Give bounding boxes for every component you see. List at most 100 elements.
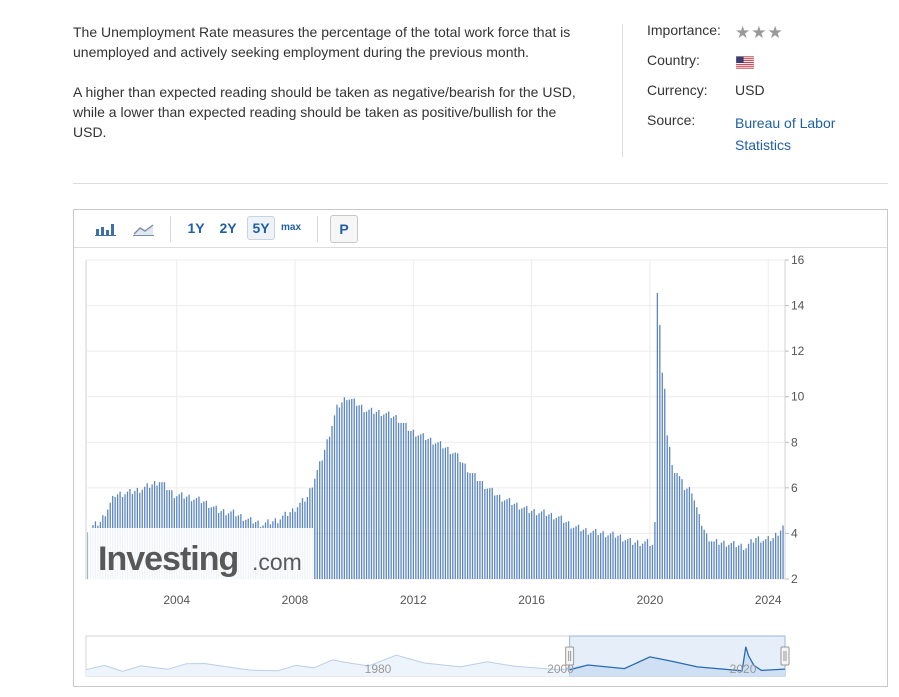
navigator-tick-label: 2020 [730,662,757,676]
navigator-handle[interactable] [780,646,790,666]
chart-bar [720,542,723,579]
chart-bar [439,441,442,579]
chart-bar [412,429,415,579]
chart-bar [395,414,397,579]
chart-bar [491,487,493,579]
watermark-brand: Investing [98,540,238,578]
chart-bar [346,400,348,579]
chart-bar [659,324,661,579]
source-label: Source: [647,112,696,128]
area-chart-button[interactable] [130,216,158,240]
print-button[interactable]: P [330,215,358,243]
us-flag-icon [736,56,754,69]
range-navigator[interactable]: 1980 2000 2020 [85,635,790,677]
chart-bar [558,516,560,579]
range-2y-button[interactable]: 2Y [219,220,237,236]
chart-bar [708,541,710,579]
x-axis: 2004 2008 2012 2016 2020 2024 [163,593,782,607]
chart-bar [360,404,363,579]
chart-bar [498,494,501,579]
chart-bar [678,476,681,579]
chart-bar [437,442,439,579]
description-paragraph: A higher than expected reading should be… [73,84,576,140]
chart-bar [540,511,543,579]
chart-bar [636,540,639,579]
chart-bar [427,438,429,579]
range-1y-button[interactable]: 1Y [187,220,205,236]
chart-bar [607,535,609,579]
chart-bar [336,404,338,579]
chart-bar [469,473,471,579]
chart-bar [622,541,624,579]
y-tick-label: 12 [791,344,805,358]
y-tick-label: 10 [791,390,805,404]
chart-bar [563,522,565,579]
range-max-button[interactable]: max [280,222,301,233]
x-tick-label: 2012 [400,593,427,607]
chart-bar [328,436,331,579]
chart-bar [501,501,503,579]
bar-chart-button[interactable] [92,216,120,240]
chart-bar [691,493,693,579]
chart-bar [651,544,654,579]
chart-bar [688,487,691,579]
description-paragraph: The Unemployment Rate measures the perce… [73,24,571,60]
chart-bar [555,517,557,579]
chart-bar [617,535,619,579]
chart-bar [703,529,705,579]
chart-bar [725,546,728,579]
chart-bar [316,470,318,579]
chart-bar [747,543,750,579]
navigator-tick-label: 1980 [365,662,392,676]
x-tick-label: 2020 [637,593,664,607]
star-icon: ★ [767,23,783,42]
chart-bar [365,411,368,579]
chart-bar [459,462,461,579]
chart-bar [740,543,742,579]
chart-bar [486,488,488,579]
chart-bar [614,537,617,579]
divider [73,183,888,184]
chart-bar [452,453,454,579]
chart-bar [420,434,422,579]
chart-bar [745,548,747,579]
unemployment-chart: Investing .com 2 4 6 8 10 12 14 16 2004 2008 2012… [85,253,805,677]
navigator-handle[interactable] [565,646,575,666]
chart-bar [760,542,762,579]
chart-bar [378,410,380,579]
x-tick-label: 2016 [518,593,545,607]
importance-stars: ★ ★ ★ [735,24,783,41]
star-icon: ★ [735,23,751,42]
chart-bar [348,399,350,579]
chart-bar [481,481,484,579]
chart-bar [535,515,538,579]
chart-bar [373,413,375,579]
chart-bar [718,544,720,579]
chart-bar [713,541,715,579]
chart-bar [654,522,656,579]
chart-bar [577,524,580,579]
chart-bar [383,414,385,579]
chart-bar [314,478,316,579]
chart-bar [723,540,725,579]
range-5y-button[interactable]: 5Y [247,216,275,240]
chart-bar [533,509,535,579]
chart-bar [683,490,686,579]
chart-bar [696,507,698,579]
y-tick-label: 4 [791,526,798,540]
chart-bar [385,413,387,579]
chart-bar [351,398,353,579]
chart-bar [489,488,491,579]
chart-bar [777,535,779,579]
chart-bar [710,541,713,579]
investing-watermark: Investing .com [88,528,314,582]
chart-bar [580,531,582,579]
chart-bar [494,495,496,579]
country-label: Country: [647,52,700,68]
chart-bar [375,411,378,579]
chart-bar [733,541,735,579]
chart-bar [639,545,641,579]
chart-bar [526,506,528,579]
chart-bar [425,440,427,579]
source-link[interactable]: Bureau of Labor Statistics [735,115,836,153]
